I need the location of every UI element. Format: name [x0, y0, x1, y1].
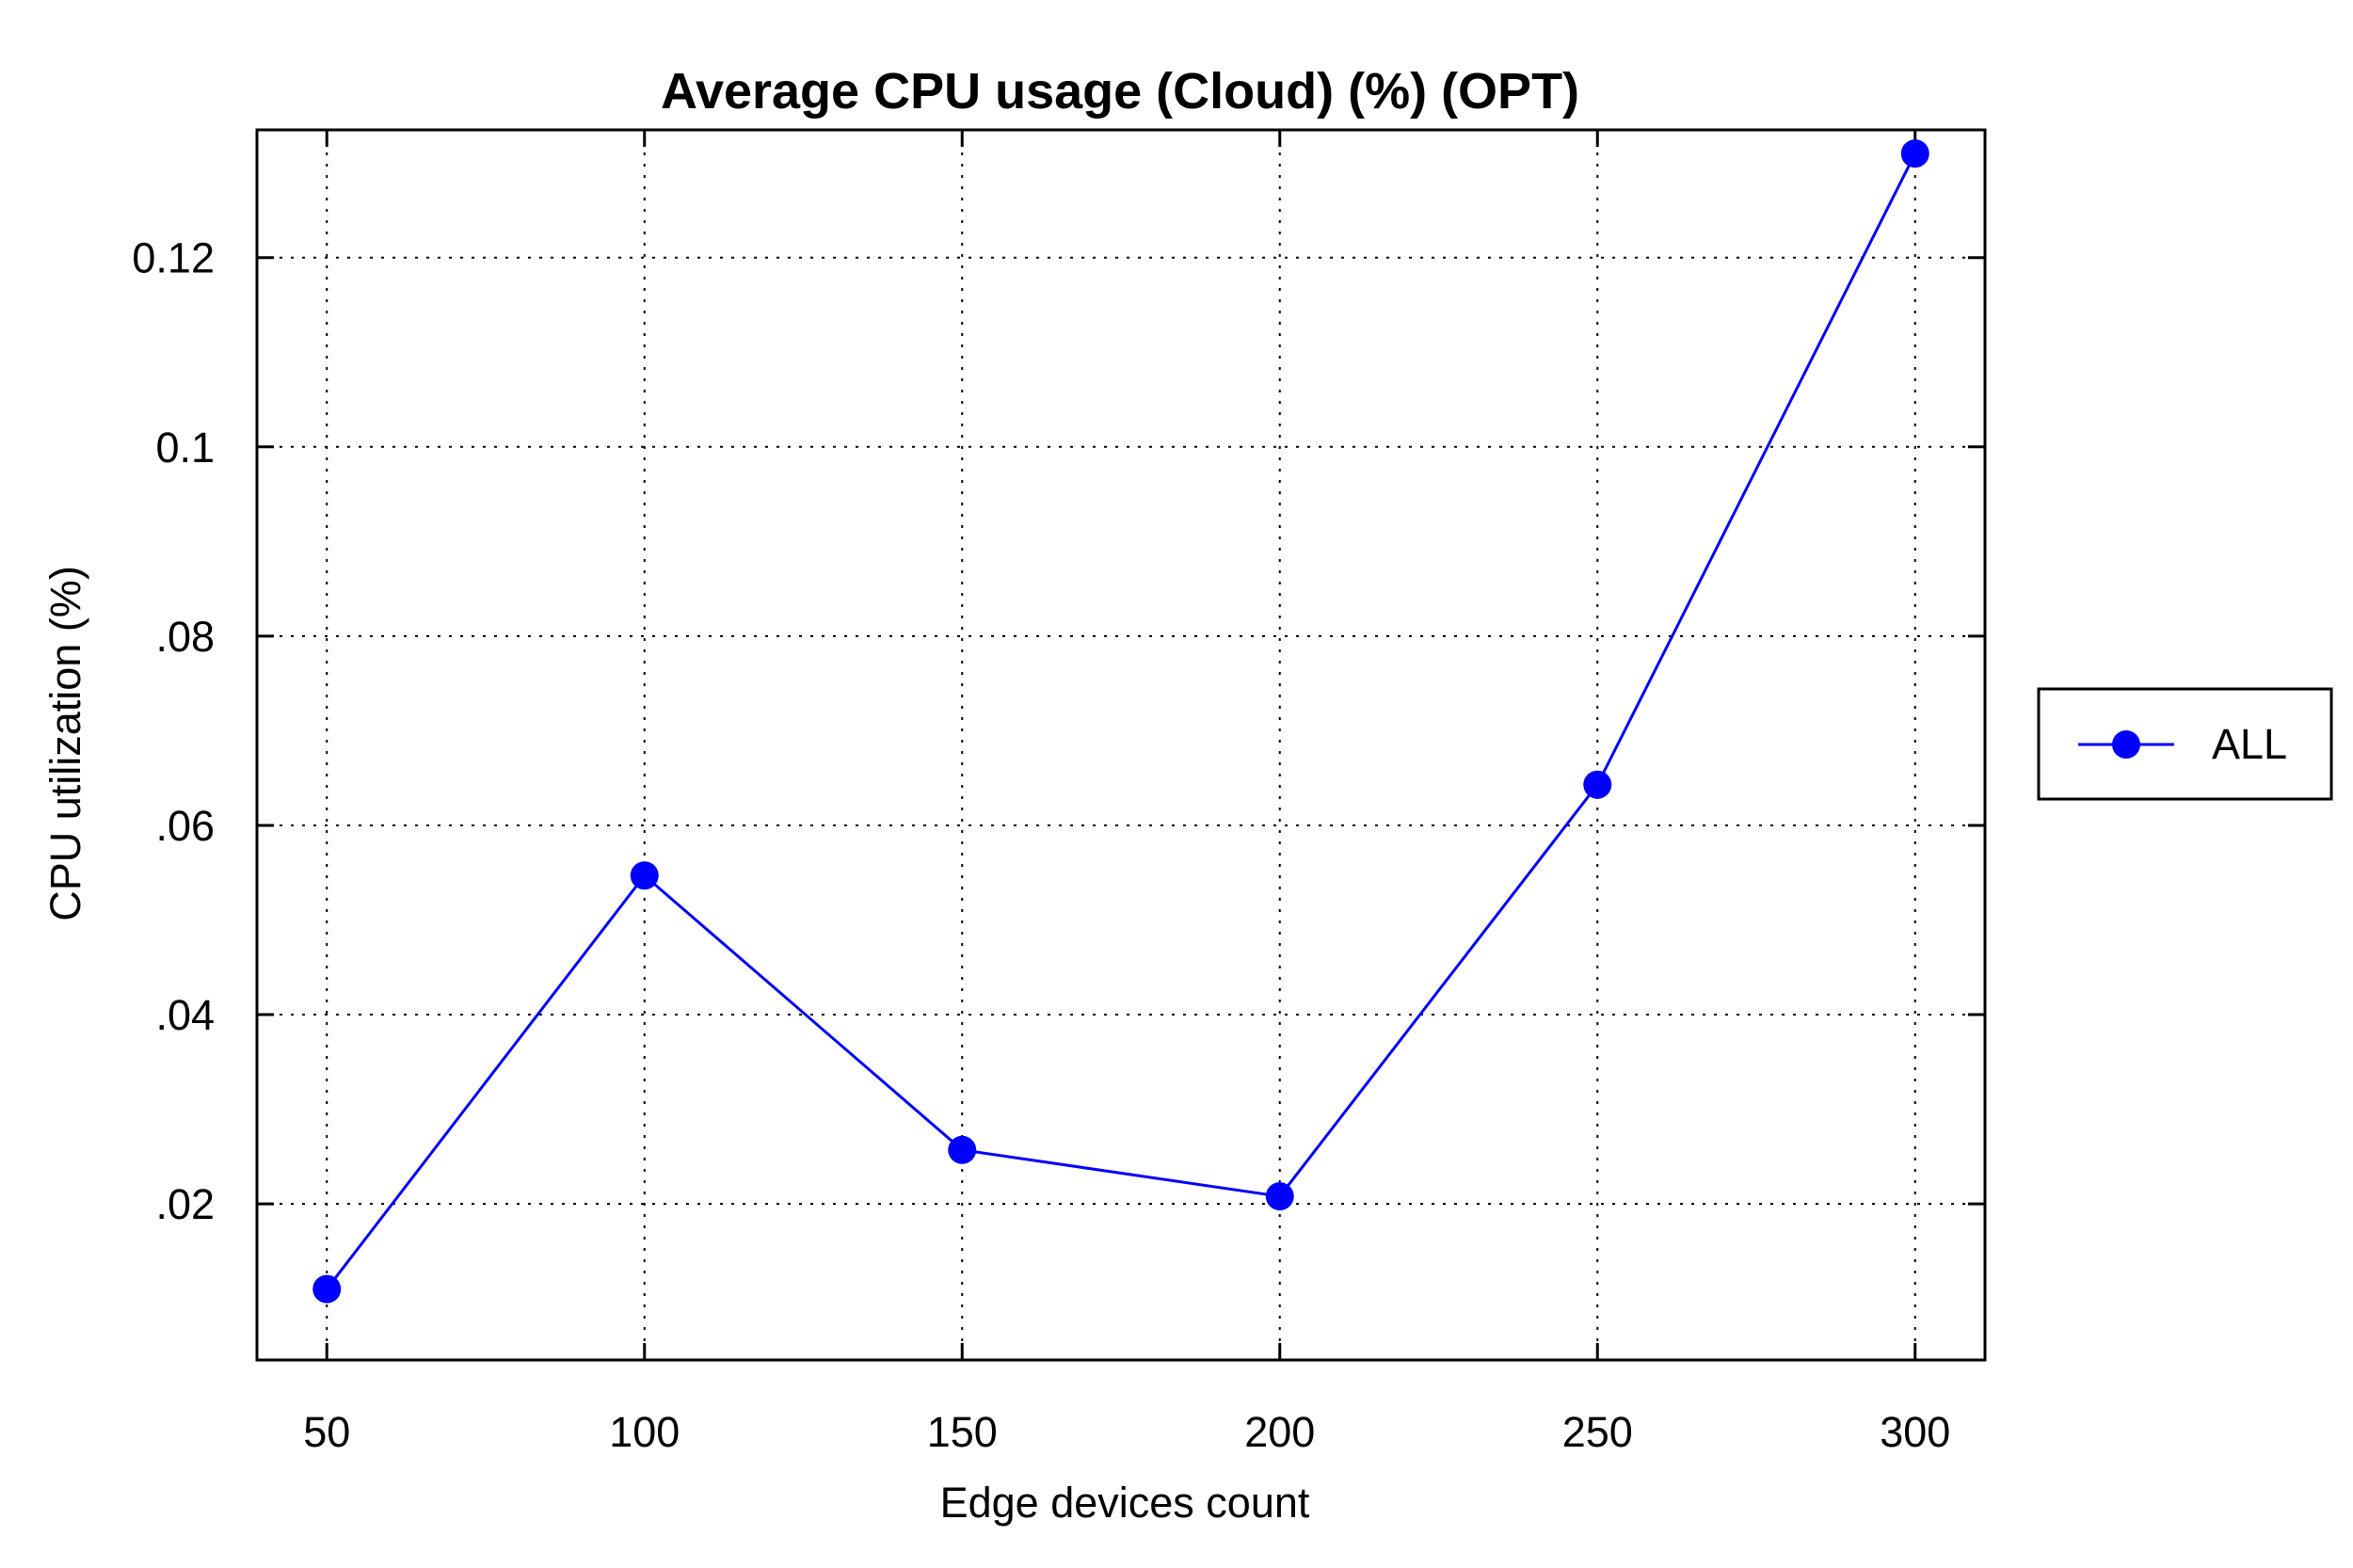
x-tick-label: 300 [1880, 1408, 1950, 1456]
y-tick-label: .02 [155, 1180, 215, 1228]
legend-swatch-marker [2112, 730, 2140, 759]
data-point [948, 1135, 977, 1164]
data-point [312, 1274, 342, 1304]
series-layer [312, 139, 1929, 1304]
grid [257, 130, 1985, 1360]
y-tick-label: 0.12 [132, 234, 215, 282]
data-point [1583, 770, 1612, 799]
y-tick-label: 0.1 [155, 424, 215, 472]
series-line [326, 152, 1917, 1290]
x-tick-label: 100 [609, 1408, 680, 1456]
y-axis-label: CPU utilization (%) [41, 566, 89, 921]
data-point [630, 861, 659, 890]
legend: ALL [2037, 687, 2333, 801]
x-tick-label: 200 [1244, 1408, 1315, 1456]
x-axis-label: Edge devices count [940, 1479, 1310, 1527]
x-tick-label: 150 [927, 1408, 998, 1456]
chart-title: Average CPU usage (Cloud) (%) (OPT) [661, 63, 1579, 120]
data-point [1900, 139, 1929, 168]
plot-frame [255, 128, 1987, 1362]
x-tick-label: 250 [1562, 1408, 1633, 1456]
data-point [1265, 1182, 1294, 1211]
y-tick-label: .04 [155, 991, 215, 1039]
y-tick-label: .06 [155, 802, 215, 850]
y-tick-label: .08 [155, 613, 215, 661]
x-tick-label: 50 [303, 1408, 350, 1456]
legend-label: ALL [2212, 720, 2287, 768]
tick-labels: 50 100 150 200 250 300 .02 .04 .06 .08 0.1 0.12 [132, 234, 1950, 1456]
